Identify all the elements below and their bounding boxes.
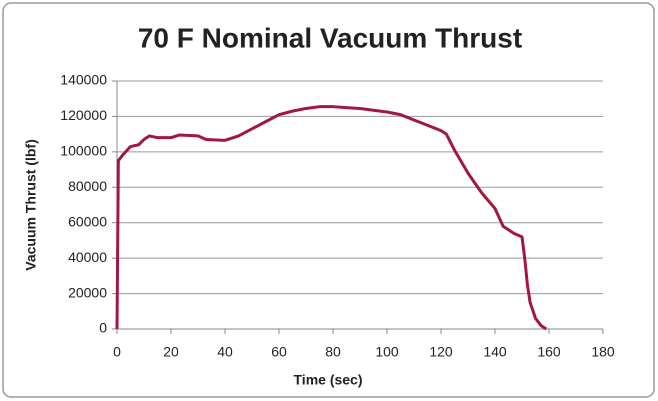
x-tick-label: 100 bbox=[375, 344, 399, 360]
y-axis-title: Vacuum Thrust (lbf) bbox=[23, 139, 39, 270]
y-tick-label: 40000 bbox=[68, 249, 107, 265]
x-tick-label: 160 bbox=[537, 344, 561, 360]
x-tick-label: 40 bbox=[217, 344, 233, 360]
y-tick-label: 100000 bbox=[60, 143, 107, 159]
y-tick-label: 60000 bbox=[68, 213, 107, 229]
y-tick-label: 20000 bbox=[68, 284, 107, 300]
data-line bbox=[115, 105, 548, 331]
y-tick-label: 80000 bbox=[68, 178, 107, 194]
x-tick-label: 180 bbox=[591, 344, 615, 360]
y-tick-label: 0 bbox=[99, 320, 107, 336]
x-tick-label: 140 bbox=[483, 344, 507, 360]
x-axis-title: Time (sec) bbox=[294, 372, 363, 388]
x-tick-label: 60 bbox=[271, 344, 287, 360]
x-tick-label: 80 bbox=[325, 344, 341, 360]
x-tick-label: 120 bbox=[429, 344, 453, 360]
y-tick-label: 120000 bbox=[60, 107, 107, 123]
chart-title: 70 F Nominal Vacuum Thrust bbox=[138, 22, 522, 53]
x-tick-label: 20 bbox=[163, 344, 179, 360]
y-tick-label: 140000 bbox=[60, 72, 107, 88]
x-tick-label: 0 bbox=[113, 344, 121, 360]
